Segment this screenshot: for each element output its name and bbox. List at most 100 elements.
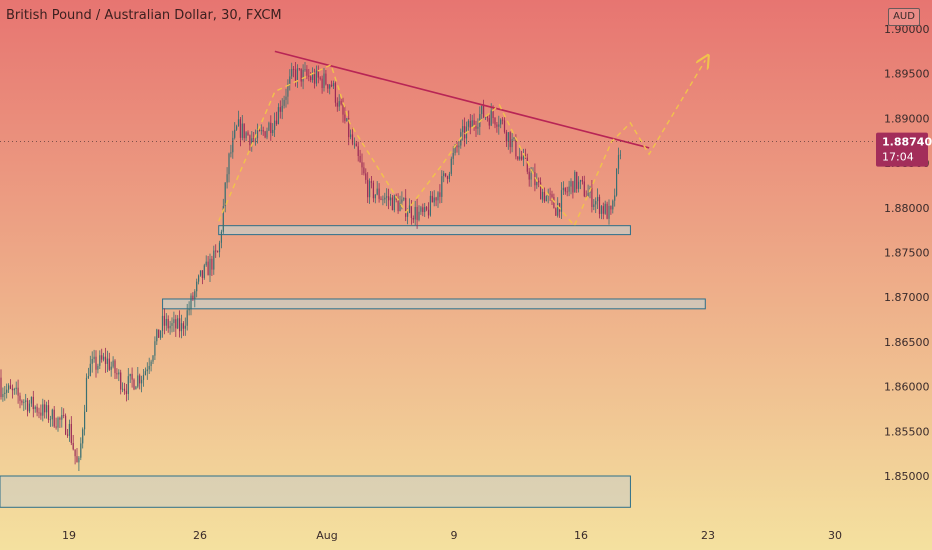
candle-body	[398, 200, 399, 211]
candle-body	[481, 106, 482, 114]
candle-body	[342, 104, 343, 114]
candle-body	[291, 69, 292, 76]
candle-body	[500, 120, 501, 125]
candle-body	[278, 107, 279, 124]
support-zone[interactable]	[0, 476, 630, 507]
candle-body	[502, 120, 503, 121]
candle-body	[242, 124, 243, 138]
support-zone[interactable]	[163, 299, 706, 309]
candle-body	[578, 182, 579, 189]
candle-body	[306, 69, 307, 75]
candle-body	[323, 74, 324, 88]
candle-body	[413, 218, 414, 219]
candle-body	[546, 196, 547, 201]
candle-body	[512, 139, 513, 147]
candle-body	[350, 134, 351, 137]
candle-body	[152, 356, 153, 362]
candle-body	[607, 204, 608, 219]
candle-body	[335, 83, 336, 103]
candle-body	[436, 198, 437, 201]
candle-body	[447, 176, 448, 179]
candle-body	[116, 373, 117, 374]
candle-body	[434, 198, 435, 203]
candle-body	[200, 270, 201, 275]
candle-body	[401, 200, 402, 203]
candle-body	[86, 378, 87, 412]
candle-body	[192, 296, 193, 300]
candle-body	[567, 192, 568, 193]
candle-body	[605, 204, 606, 214]
candle-body	[95, 357, 96, 370]
candle-body	[593, 204, 594, 207]
candle-body	[498, 124, 499, 126]
candle-body	[580, 180, 581, 182]
candle-body	[289, 76, 290, 83]
candle-body	[268, 123, 269, 131]
candle-body	[244, 124, 245, 139]
candle-body	[325, 74, 326, 85]
candle-body	[297, 68, 298, 80]
candle-body	[576, 172, 577, 189]
currency-badge[interactable]: AUD	[888, 8, 920, 26]
candle-body	[529, 172, 530, 180]
candle-body	[420, 207, 421, 211]
candle-body	[111, 367, 112, 370]
candle-body	[574, 172, 575, 192]
candle-body	[88, 376, 89, 378]
candle-body	[113, 361, 114, 367]
candle-body	[618, 155, 619, 168]
candle-body	[99, 355, 100, 366]
candle-body	[158, 329, 159, 337]
candle-body	[483, 106, 484, 117]
candle-body	[128, 376, 129, 394]
candle-body	[508, 132, 509, 141]
candle-body	[369, 181, 370, 197]
candle-body	[33, 397, 34, 409]
candle-body	[371, 181, 372, 183]
candle-body	[206, 262, 207, 266]
candle-body	[510, 132, 511, 147]
candle-body	[354, 144, 355, 145]
candle-body	[477, 127, 478, 129]
candle-body	[196, 282, 197, 292]
candle-body	[458, 146, 459, 148]
candle-body	[299, 68, 300, 69]
candle-body	[493, 111, 494, 119]
candle-body	[31, 397, 32, 404]
candle-body	[542, 192, 543, 200]
candle-body	[274, 121, 275, 130]
candle-body	[249, 135, 250, 145]
candle-body	[506, 132, 507, 142]
candle-body	[405, 198, 406, 217]
candle-body	[365, 173, 366, 179]
candle-body	[73, 443, 74, 449]
candle-body	[46, 405, 47, 412]
candle-body	[361, 162, 362, 167]
candle-body	[29, 404, 30, 412]
candle-body	[451, 159, 452, 174]
candle-body	[417, 207, 418, 220]
candle-body	[213, 251, 214, 270]
candle-body	[238, 119, 239, 126]
candle-body	[282, 106, 283, 112]
candle-body	[126, 391, 127, 394]
candle-body	[531, 173, 532, 180]
candle-body	[620, 155, 621, 156]
candle-body	[219, 243, 220, 252]
candle-body	[437, 192, 438, 200]
candle-body	[386, 196, 387, 197]
support-zone[interactable]	[219, 226, 631, 235]
candle-body	[230, 152, 231, 153]
candle-body	[221, 232, 222, 243]
candle-body	[190, 296, 191, 309]
candle-body	[379, 189, 380, 199]
x-tick-label: Aug	[316, 529, 337, 542]
candle-body	[16, 388, 17, 389]
candle-body	[166, 319, 167, 326]
candle-body	[418, 212, 419, 220]
candle-body	[521, 157, 522, 160]
candle-body	[407, 213, 408, 217]
y-tick-label: 1.89000	[884, 112, 930, 125]
